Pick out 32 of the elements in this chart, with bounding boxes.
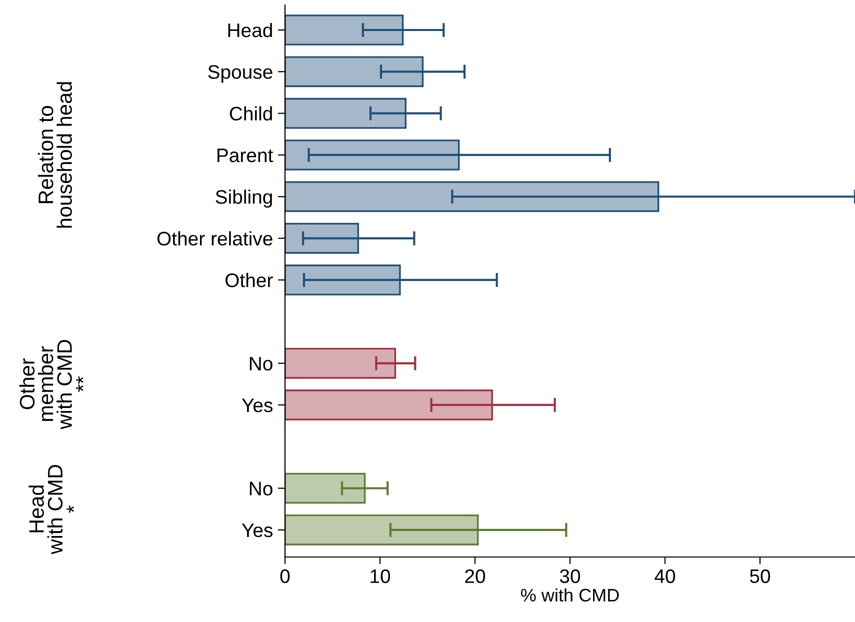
bar	[285, 472, 366, 504]
bar	[285, 14, 404, 46]
bar	[285, 56, 424, 88]
text: Head with CMD *	[28, 464, 74, 554]
bar	[285, 348, 396, 379]
x-tick-label: 50	[750, 569, 770, 584]
y-tick-label: Head	[228, 22, 272, 38]
text: Other member with CMD **	[19, 340, 84, 430]
y-tick-label: Spouse	[208, 65, 272, 83]
x-tick-label: 0	[280, 569, 290, 584]
x-tick-label: 20	[465, 569, 486, 584]
bar	[285, 264, 401, 296]
y-tick-label: Other	[225, 272, 273, 288]
bar	[285, 222, 359, 254]
bar	[285, 98, 406, 129]
y-tick-label: Sibling	[216, 190, 272, 208]
bar	[285, 514, 479, 546]
y-tick-label: Yes	[242, 524, 272, 538]
text: Relation to household head	[38, 82, 72, 228]
y-tick-label: No	[250, 356, 272, 371]
y-tick-label: Parent	[218, 148, 274, 162]
bar	[285, 181, 660, 212]
y-tick-label: No	[250, 482, 272, 496]
bar	[285, 140, 460, 170]
x-axis-title: % with CMD	[520, 588, 619, 602]
bar	[285, 390, 493, 420]
x-tick-label: 30	[560, 569, 580, 584]
x-tick-label: 10	[370, 569, 390, 584]
y-tick-label: Yes	[242, 398, 272, 412]
y-tick-label: Child	[230, 106, 272, 121]
x-tick-label: 40	[654, 569, 676, 584]
y-tick-label: Other relative	[157, 231, 272, 246]
